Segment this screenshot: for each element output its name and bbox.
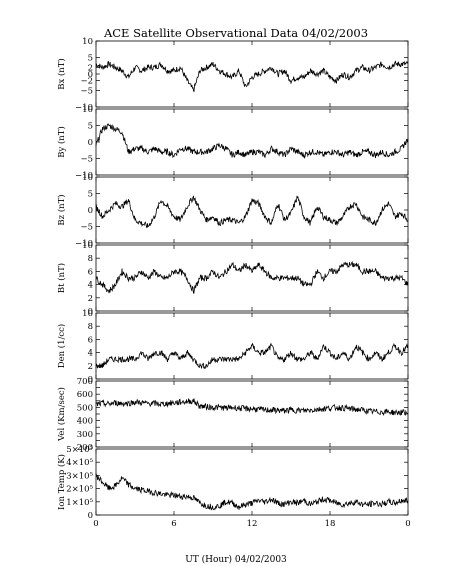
y-tick-label: 10 — [82, 173, 93, 183]
y-tick-label: 2×10⁵ — [66, 485, 93, 495]
y-tick-label: 1×10⁵ — [66, 498, 93, 508]
y-axis-label: Bt (nT) — [56, 263, 67, 293]
y-tick-label: 2 — [88, 63, 93, 73]
panel-vel: 200 300 400 500 600 700 Vel (Km/sec) — [56, 377, 409, 453]
x-tick-label: 12 — [247, 519, 258, 529]
y-tick-label: 10 — [82, 37, 93, 47]
x-axis: 0 6 12 18 0 — [93, 519, 410, 529]
y-tick-label: −5 — [80, 223, 93, 233]
y-tick-label: 0 — [88, 70, 93, 80]
panel-bz: −10 −5 0 5 10 Bz (nT) — [56, 173, 409, 249]
series-line-bt — [95, 260, 409, 294]
y-tick-label: 10 — [82, 309, 93, 319]
y-tick-label: 4 — [88, 349, 93, 359]
y-tick-label: 6 — [88, 267, 93, 277]
y-tick-label: 5 — [88, 54, 93, 64]
y-tick-label: 500 — [77, 403, 93, 413]
panel-frame — [95, 380, 409, 448]
panel-frame — [95, 108, 409, 176]
panel-frame — [95, 40, 409, 108]
y-tick-label: 2 — [88, 362, 93, 372]
y-tick-label: 700 — [77, 377, 93, 387]
panel-frame — [95, 244, 409, 312]
y-tick-label: 8 — [88, 254, 93, 264]
panel-by: −10 −5 0 5 10 By (nT) — [56, 105, 409, 181]
x-axis-label: UT (Hour) 04/02/2003 — [185, 554, 287, 565]
y-tick-label: 300 — [77, 430, 93, 440]
y-tick-label: 6 — [88, 335, 93, 345]
y-tick-label: −5 — [80, 155, 93, 165]
y-axis-label: Ion Temp (K) — [56, 454, 67, 510]
y-tick-label: 0 — [88, 511, 93, 521]
x-tick-label: 0 — [405, 519, 410, 529]
series-line-bz — [95, 195, 409, 229]
y-tick-label: 4×10⁵ — [66, 458, 93, 468]
series-line-den — [95, 342, 409, 370]
chart-title: ACE Satellite Observational Data 04/02/2… — [103, 26, 368, 40]
y-tick-label: 4 — [88, 281, 93, 291]
y-axis-label: Den (1/cc) — [56, 324, 67, 368]
y-tick-label: 3×10⁵ — [66, 471, 93, 481]
y-tick-label: −10 — [75, 103, 93, 113]
y-tick-label: 5 — [88, 190, 93, 200]
panel-bt: 0 2 4 6 8 10 Bt (nT) — [56, 241, 409, 317]
y-tick-label: 0 — [88, 375, 93, 385]
y-tick-label: 8 — [88, 322, 93, 332]
series-line-by — [95, 123, 409, 160]
y-tick-label: 5×10⁵ — [66, 445, 93, 455]
y-tick-label: 10 — [82, 105, 93, 115]
y-axis-label: Vel (Km/sec) — [56, 387, 67, 442]
y-tick-label: −10 — [75, 171, 93, 181]
series-line-bx — [95, 60, 409, 93]
series-line-temp — [95, 472, 409, 511]
y-axis-label: Bz (nT) — [56, 194, 67, 225]
y-tick-label: 2 — [88, 294, 93, 304]
panel-den: 0 2 4 6 8 10 Den (1/cc) — [56, 309, 409, 385]
y-tick-label: 600 — [77, 390, 93, 400]
y-tick-label: 0 — [88, 307, 93, 317]
y-tick-label: −5 — [80, 87, 93, 97]
x-tick-label: 0 — [93, 519, 98, 529]
series-line-vel — [95, 398, 409, 417]
y-tick-label: −2 — [80, 77, 93, 87]
y-axis-label: Bx (nT) — [56, 58, 67, 90]
x-tick-label: 18 — [325, 519, 336, 529]
y-tick-label: 10 — [82, 241, 93, 251]
panel-frame — [95, 176, 409, 244]
y-tick-label: −10 — [75, 239, 93, 249]
y-tick-label: 5 — [88, 122, 93, 132]
y-axis-label: By (nT) — [56, 126, 67, 158]
y-tick-label: 400 — [77, 417, 93, 427]
x-tick-label: 6 — [171, 519, 176, 529]
y-tick-label: 0 — [88, 206, 93, 216]
y-tick-label: 200 — [77, 443, 93, 453]
y-tick-label: 0 — [88, 138, 93, 148]
